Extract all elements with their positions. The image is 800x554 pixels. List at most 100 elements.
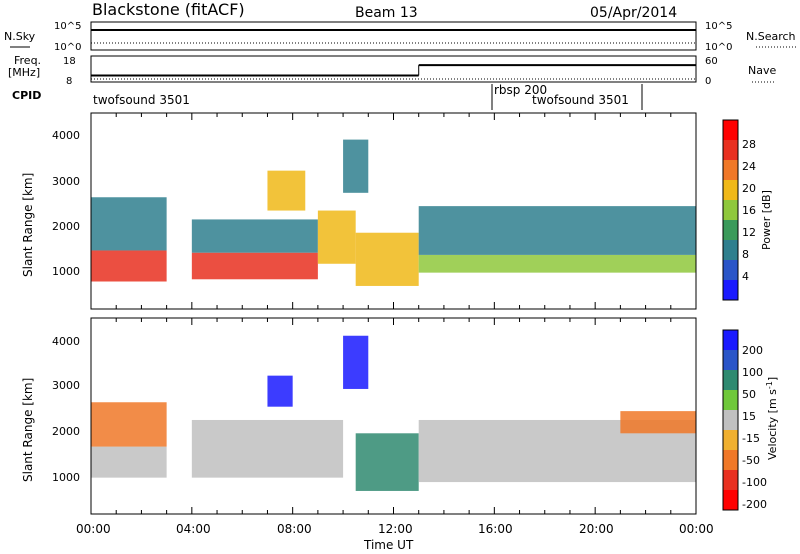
scatter-region [418,254,696,273]
velocity-ytick-4000: 4000 [52,335,80,348]
nave-tick-bottom: 0 [705,76,711,87]
colorbar-segment [723,200,738,221]
velocity-cbar-tick-15: 15 [742,410,756,423]
colorbar-frame [722,329,739,511]
power-ytick-3000: 3000 [52,175,80,188]
cpid-segment-3: twofsound 3501 [532,93,629,107]
power-data [91,139,696,286]
cpid-panel: CPID twofsound 3501 rbsp 200 twofsound 3… [12,83,643,110]
colorbar-segment [723,490,738,511]
colorbar-segment [723,220,738,241]
power-ytick-4000: 4000 [52,129,80,142]
power-cbar-tick-20: 20 [742,182,756,195]
xtick-4: 04:00 [176,522,211,536]
scatter-region [91,402,167,447]
x-axis: 00:00 04:00 08:00 12:00 16:00 20:00 00:0… [76,522,714,552]
colorbar-segment [723,470,738,491]
velocity-cbar-tick-m50: -50 [742,454,760,467]
power-cbar-tick-24: 24 [742,160,756,173]
colorbar-segment [723,350,738,371]
velocity-ticks [90,318,697,514]
velocity-colorbar [722,329,739,511]
nsky-panel: N.Sky 10^5 10^0 10^5 10^0 N.Search [4,21,796,53]
colorbar-segment [723,180,738,201]
nave-tick-top: 60 [705,56,718,67]
velocity-ytick-2000: 2000 [52,425,80,438]
freq-tick-top: 18 [63,56,76,67]
velocity-cbar-label-sup: -1 [765,381,774,389]
nsky-tick-top: 10^5 [54,21,81,32]
scatter-region [91,446,167,478]
power-cbar-label: Power [dB] [760,190,773,250]
velocity-ytick-3000: 3000 [52,379,80,392]
scatter-region [343,139,369,193]
freq-label-line1: Freq. [14,54,41,67]
velocity-cbar-label-main: Velocity [m s [766,389,779,460]
colorbar-segment [723,140,738,161]
scatter-region [191,419,344,478]
nsearch-tick-bottom: 10^0 [705,42,732,53]
date-label: 05/Apr/2014 [590,5,677,21]
nsky-label: N.Sky [4,30,36,43]
power-ytick-1000: 1000 [52,265,80,278]
xtick-8: 08:00 [277,522,312,536]
power-cbar-tick-4: 4 [742,270,749,283]
power-colorbar [722,119,739,301]
colorbar-frame [722,119,739,301]
velocity-cbar-label: Velocity [m s-1] [765,377,779,460]
velocity-cbar-tick-200: 200 [742,344,763,357]
beam-label: Beam 13 [355,5,418,21]
colorbar-segment [723,260,738,281]
velocity-cbar-tick-100: 100 [742,366,763,379]
colorbar-segment [723,370,738,391]
nsky-frame [90,21,697,51]
scatter-region [91,250,167,282]
xtick-16: 16:00 [478,522,513,536]
velocity-cbar-label-end: ] [766,377,779,381]
nsearch-label: N.Search [746,30,796,43]
colorbar-segment [723,120,738,141]
colorbar-segment [723,160,738,181]
freq-tick-bottom: 8 [66,76,72,87]
scatter-region [418,206,696,255]
power-panel: Slant Range [km] 1000 2000 3000 4000 Pow… [21,112,773,310]
power-cbar-tick-28: 28 [742,138,756,151]
colorbar-segment [723,280,738,301]
scatter-region [267,375,293,407]
xtick-12: 12:00 [378,522,413,536]
power-ticks [90,113,697,309]
colorbar-segment [723,430,738,451]
colorbar-segment [723,450,738,471]
freq-frame [90,55,697,83]
power-cbar-tick-16: 16 [742,204,756,217]
scatter-region [191,252,318,280]
freq-traces [91,64,696,80]
velocity-panel: Slant Range [km] 1000 2000 3000 4000 Vel… [21,317,779,515]
cpid-segment-1: twofsound 3501 [93,93,190,107]
cpid-segment-2: rbsp 200 [494,83,547,97]
scatter-region [620,411,696,434]
velocity-ytick-1000: 1000 [52,471,80,484]
nave-label: Nave [748,64,776,77]
scatter-region [267,170,306,211]
colorbar-segment [723,330,738,351]
colorbar-segment [723,390,738,411]
velocity-ylabel: Slant Range [km] [21,378,35,482]
cpid-label: CPID [12,89,41,102]
power-cbar-tick-12: 12 [742,226,756,239]
power-cbar-tick-8: 8 [742,248,749,261]
xtick-0: 00:00 [76,522,111,536]
velocity-cbar-tick-m100: -100 [742,476,767,489]
scatter-region [355,232,419,286]
scatter-region [355,433,419,491]
colorbar-segment [723,240,738,261]
scatter-region [343,335,369,389]
velocity-cbar-tick-50: 50 [742,388,756,401]
x-axis-label: Time UT [363,538,414,552]
scatter-region [191,219,318,253]
scatter-region [317,210,356,264]
nsearch-tick-top: 10^5 [705,21,732,32]
velocity-cbar-tick-m15: -15 [742,432,760,445]
power-ytick-2000: 2000 [52,220,80,233]
